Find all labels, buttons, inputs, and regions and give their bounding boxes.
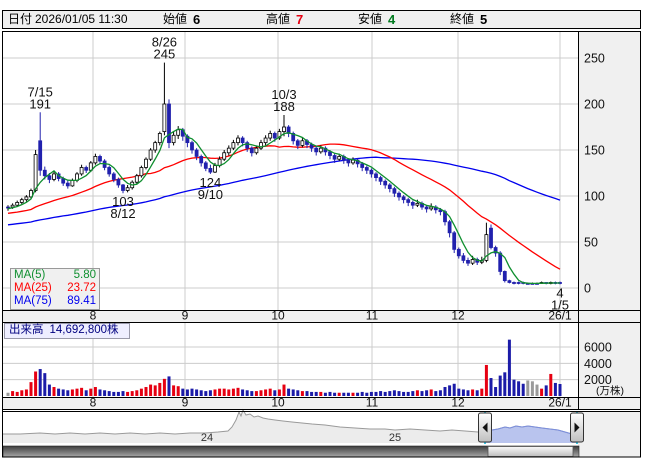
svg-text:11: 11 [366,396,379,410]
date-value: 2026/01/05 11:30 [35,12,128,26]
ma75-legend-row: MA(75) 89.41 [11,295,99,308]
svg-text:200: 200 [584,98,605,112]
right-arrow-icon [574,422,580,433]
chart-panels [2,31,641,457]
low-value: 4 [388,12,396,27]
date-label: 日付 [8,12,33,26]
svg-text:188: 188 [273,99,295,114]
svg-text:8/12: 8/12 [110,206,135,221]
nav-left-handle-button[interactable] [478,412,492,443]
svg-text:10: 10 [271,309,285,323]
svg-text:9: 9 [182,396,189,410]
nav-year-label: 24 [201,432,213,444]
moving-average-legend: MA(5) 5.80 MA(25) 23.72 MA(75) 89.41 [10,268,100,310]
ma75-value: 89.41 [67,295,96,307]
svg-text:12: 12 [451,396,465,410]
ma75-label: MA(75) [14,295,52,307]
svg-text:26/1: 26/1 [548,309,572,323]
close-value: 5 [480,12,488,27]
svg-text:10/3: 10/3 [271,87,296,102]
svg-text:50: 50 [584,236,598,250]
panel-borders [2,31,641,458]
quote-header-bar: 日付 2026/01/05 11:30 始値 6 高値 7 安値 4 終値 5 [2,10,641,29]
svg-text:4000: 4000 [584,357,612,371]
ma5-legend-row: MA(5) 5.80 [11,269,99,282]
svg-text:7/15: 7/15 [28,84,53,99]
ma25-legend-row: MA(25) 23.72 [11,282,99,295]
nav-year-label: 25 [389,432,401,444]
svg-text:(万株): (万株) [596,384,624,397]
close-label: 終値 [450,12,475,26]
svg-text:8: 8 [90,396,97,410]
ma75-line [7,156,561,226]
nav-right-handle-button[interactable] [570,412,584,443]
open-value: 6 [193,12,201,27]
ma5-value: 5.80 [73,269,96,281]
volume-label: 出来高 [9,324,44,336]
ma5-label: MA(5) [14,269,46,281]
volume-label-box: 出来高 14,692,800株 [4,323,130,339]
candlestick-series [6,62,562,285]
svg-text:191: 191 [29,96,51,111]
open-label: 始値 [163,12,188,26]
volume-bars [6,339,562,396]
ma25-line [7,143,561,270]
svg-text:0: 0 [584,282,591,296]
left-arrow-icon [482,422,488,433]
svg-text:100: 100 [584,190,605,204]
svg-text:245: 245 [154,47,176,62]
svg-text:250: 250 [584,52,605,66]
svg-text:2000: 2000 [584,373,612,387]
high-value: 7 [296,12,304,27]
svg-text:150: 150 [584,144,605,158]
axis-labels: 8 8 9 9 10 10 11 11 12 12 26/1 26/1 0 50 100 150 200 250 2… [90,52,624,410]
ma5-line [7,128,560,285]
svg-text:103: 103 [112,194,134,209]
low-label: 安値 [358,12,383,26]
svg-text:1/5: 1/5 [551,297,569,312]
svg-text:8: 8 [90,309,97,323]
svg-text:9/10: 9/10 [198,187,223,202]
ma25-value: 23.72 [67,282,96,294]
range-navigator: 24 25 [2,408,584,458]
svg-text:6000: 6000 [584,341,612,355]
svg-text:9: 9 [182,309,189,323]
svg-text:124: 124 [200,175,222,190]
svg-text:11: 11 [366,309,379,323]
svg-text:12: 12 [451,309,465,323]
volume-current-value: 14,692,800株 [49,324,119,336]
ma25-label: MA(25) [14,282,52,294]
svg-text:10: 10 [271,396,285,410]
svg-text:4: 4 [556,285,563,300]
svg-text:8/26: 8/26 [152,35,177,50]
svg-text:26/1: 26/1 [548,396,572,410]
scrollbar-thumb[interactable] [487,446,574,457]
high-label: 高値 [266,12,291,26]
